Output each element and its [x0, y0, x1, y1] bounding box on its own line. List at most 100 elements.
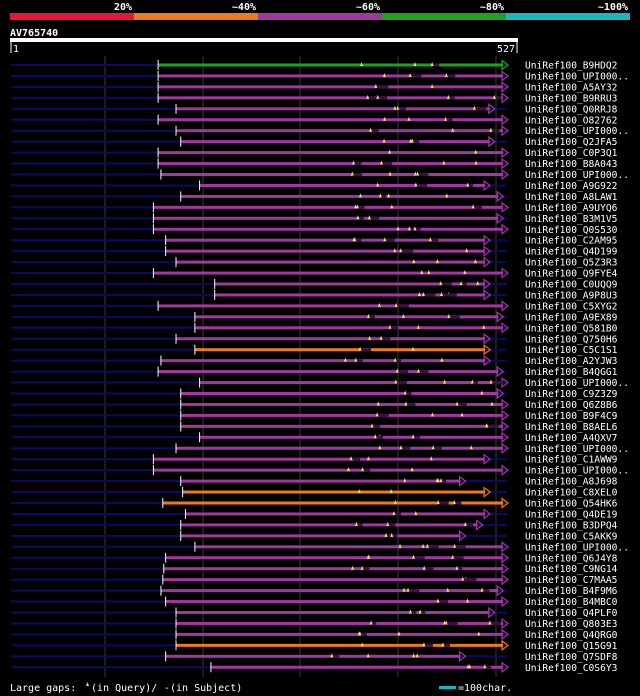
hit-bar[interactable] — [153, 271, 504, 275]
hit-bar[interactable] — [153, 457, 486, 461]
hit-row[interactable]: UniRef100_C8XEL0 — [11, 486, 618, 499]
hit-label[interactable]: UniRef100_C0P3Q1 — [525, 148, 618, 159]
hit-label[interactable]: UniRef100_C8XEL0 — [525, 488, 618, 499]
hit-label[interactable]: UniRef100_C1AWW9 — [525, 455, 618, 466]
hit-bar[interactable] — [153, 205, 504, 209]
hit-row[interactable]: UniRef100_UPI000.. — [11, 70, 629, 83]
hit-bar[interactable] — [158, 63, 503, 67]
hit-label[interactable]: UniRef100_B3DPQ4 — [525, 520, 618, 531]
hit-row[interactable]: UniRef100_Q4D199 — [11, 245, 618, 258]
hit-label[interactable]: UniRef100_A4QXV7 — [525, 433, 618, 444]
hit-bar[interactable] — [180, 140, 490, 144]
hit-label[interactable]: UniRef100_Q9FYE4 — [525, 269, 618, 280]
hit-label[interactable]: UniRef100_B9F4C9 — [525, 411, 618, 422]
hit-label[interactable]: UniRef100_Q4QRG0 — [525, 630, 618, 641]
hit-bar[interactable] — [165, 654, 461, 658]
hit-label[interactable]: UniRef100_A5AY32 — [525, 82, 617, 93]
hit-label[interactable]: UniRef100_A8LAW1 — [525, 192, 618, 203]
hit-bar[interactable] — [180, 534, 461, 538]
hit-row[interactable]: UniRef100_B9RRU3 — [11, 92, 618, 105]
hit-label[interactable]: UniRef100_UPI000.. — [525, 170, 629, 181]
hit-label[interactable]: UniRef100_C5AKK9 — [525, 531, 618, 542]
hit-row[interactable]: UniRef100_C0UQQ9 — [11, 278, 618, 291]
hit-label[interactable]: UniRef100_UPI000.. — [525, 466, 629, 477]
hit-bar[interactable] — [165, 600, 503, 604]
hit-bar[interactable] — [210, 665, 503, 669]
hit-row[interactable]: UniRef100_UPI000.. — [11, 464, 629, 477]
hit-bar[interactable] — [180, 194, 499, 198]
hit-row[interactable]: UniRef100_Q5Z3R3 — [11, 256, 618, 269]
hit-row[interactable]: UniRef100_Q750H6 — [11, 333, 618, 346]
hit-label[interactable]: UniRef100_Q0RRJ8 — [525, 104, 618, 115]
hit-bar[interactable] — [180, 413, 504, 417]
hit-label[interactable]: UniRef100_Q54HK6 — [525, 499, 618, 510]
hit-row[interactable]: UniRef100_Q4QRG0 — [11, 628, 618, 641]
hit-bar[interactable] — [176, 129, 503, 133]
hit-label[interactable]: UniRef100_UPI000.. — [525, 71, 629, 82]
hit-bar[interactable] — [165, 556, 503, 560]
hit-row[interactable]: UniRef100_C9Z3Z9 — [11, 387, 618, 401]
hit-bar[interactable] — [153, 227, 504, 231]
hit-row[interactable]: UniRef100_Q581B0 — [11, 322, 618, 335]
hit-label[interactable]: UniRef100_C7MAA5 — [525, 575, 617, 586]
hit-bar[interactable] — [158, 85, 503, 89]
hit-row[interactable]: UniRef100_Q6Z8B6 — [11, 398, 618, 411]
hit-label[interactable]: UniRef100_C9NG14 — [525, 564, 618, 575]
hit-bar[interactable] — [194, 545, 503, 549]
hit-row[interactable]: UniRef100_B4F9M6 — [11, 584, 618, 598]
hit-label[interactable]: UniRef100_Q5Z3R3 — [525, 258, 618, 269]
hit-row[interactable]: UniRef100_C5XYG2 — [11, 300, 617, 313]
hit-row[interactable]: UniRef100_C5C1S1 — [11, 344, 618, 357]
hit-label[interactable]: UniRef100_C5XYG2 — [525, 301, 617, 312]
hit-label[interactable]: UniRef100_B4QGG1 — [525, 367, 618, 378]
hit-row[interactable]: UniRef100_UPI000.. — [11, 168, 629, 182]
hit-row[interactable]: UniRef100_B3DPQ4 — [11, 519, 618, 532]
hit-bar[interactable] — [194, 326, 503, 330]
hit-row[interactable]: UniRef100_Q0RRJ8 — [11, 103, 618, 116]
hit-label[interactable]: UniRef100_UPI000.. — [525, 444, 629, 455]
hit-row[interactable]: UniRef100_UPI000.. — [11, 376, 629, 390]
hit-label[interactable]: UniRef100_Q803E3 — [525, 619, 618, 630]
hit-row[interactable]: UniRef100_UPI000.. — [11, 442, 629, 455]
hit-bar[interactable] — [160, 589, 499, 593]
hit-row[interactable]: UniRef100_B8AEL6 — [11, 420, 618, 433]
hit-row[interactable]: UniRef100_Q4PLF0 — [11, 606, 618, 620]
hit-row[interactable]: UniRef100_Q15G91 — [11, 639, 618, 652]
hit-row[interactable]: UniRef100_O82762 — [11, 114, 617, 127]
hit-bar[interactable] — [176, 611, 490, 614]
hit-label[interactable]: UniRef100_A9UYQ6 — [525, 203, 618, 214]
hit-label[interactable]: UniRef100_UPI000.. — [525, 126, 629, 137]
hit-row[interactable]: UniRef100_Q0S530 — [11, 223, 618, 236]
hit-label[interactable]: UniRef100_Q2JFA5 — [525, 137, 617, 148]
hit-label[interactable]: UniRef100_A9EX89 — [525, 312, 618, 323]
hit-row[interactable]: UniRef100_Q7SDF8 — [11, 650, 618, 663]
hit-row[interactable]: UniRef100_C2AM95 — [11, 234, 617, 247]
hit-row[interactable]: UniRef100_Q2JFA5 — [11, 135, 617, 149]
hit-label[interactable]: UniRef100_O82762 — [525, 115, 617, 126]
hit-label[interactable]: UniRef100_A8J698 — [525, 477, 618, 488]
hit-bar[interactable] — [176, 107, 490, 111]
hit-label[interactable]: UniRef100_Q581B0 — [525, 323, 618, 334]
hit-label[interactable]: UniRef100_Q750H6 — [525, 334, 618, 345]
hit-row[interactable]: UniRef100_B9F4C9 — [11, 409, 618, 422]
hit-label[interactable]: UniRef100_C5C1S1 — [525, 345, 618, 356]
hit-bar[interactable] — [176, 643, 503, 647]
hit-label[interactable]: UniRef100_Q15G91 — [525, 641, 618, 652]
hit-row[interactable]: UniRef100_A9P8U3 — [11, 289, 618, 302]
hit-row[interactable]: UniRef100_Q803E3 — [11, 617, 618, 630]
hit-label[interactable]: UniRef100_B3M1V5 — [525, 214, 617, 225]
hit-row[interactable]: UniRef100_B8A043 — [11, 157, 618, 171]
hit-label[interactable]: UniRef100_B9HDQ2 — [525, 61, 617, 72]
hit-bar[interactable] — [180, 392, 499, 395]
hit-row[interactable]: UniRef100_UPI000.. — [11, 124, 629, 138]
hit-row[interactable]: UniRef100_C1AWW9 — [11, 453, 618, 466]
hit-bar[interactable] — [162, 578, 503, 582]
hit-row[interactable]: UniRef100_A2YJW3 — [11, 354, 618, 368]
hit-label[interactable]: UniRef100_C2AM95 — [525, 236, 617, 247]
hit-label[interactable]: UniRef100_Q4D199 — [525, 247, 618, 258]
hit-label[interactable]: UniRef100_Q6Z8B6 — [525, 400, 618, 411]
hit-row[interactable]: UniRef100_C9NG14 — [11, 563, 618, 576]
hit-bar[interactable] — [180, 479, 461, 483]
hit-bar[interactable] — [180, 424, 504, 428]
hit-row[interactable]: UniRef100_B3M1V5 — [11, 212, 617, 225]
